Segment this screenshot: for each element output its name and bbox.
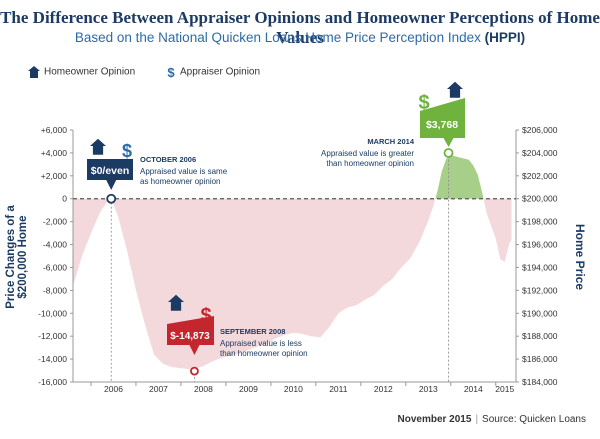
x-tick-label: 2011 <box>329 384 348 394</box>
subtitle-text: Based on the National Quicken Loans Home… <box>74 30 481 45</box>
house-icon <box>168 294 184 311</box>
house-icon <box>447 81 463 98</box>
y-tick-label-right: $204,000 <box>522 148 558 158</box>
footer-source: Source: Quicken Loans <box>482 414 586 425</box>
y-tick-label-left: +4,000 <box>41 148 68 158</box>
legend-homeowner: Homeowner Opinion <box>28 66 135 78</box>
dollar-icon: $ <box>167 65 175 80</box>
y-tick-label-left: 0 <box>62 194 67 204</box>
x-tick-label: 2006 <box>104 384 123 394</box>
annotation-line2-oct2006: as homeowner opinion <box>140 177 221 186</box>
highlight-marker-sep2008 <box>190 366 199 376</box>
x-tick-label: 2014 <box>464 384 483 394</box>
highlight-marker-oct2006 <box>106 193 117 204</box>
dollar-icon: $ <box>122 141 132 161</box>
footer: November 2015 | Source: Quicken Loans <box>398 414 587 425</box>
x-tick-label: 2009 <box>239 384 258 394</box>
y-tick-label-left: -12,000 <box>38 331 67 341</box>
dollar-icon: $ <box>200 305 211 327</box>
annotation-line2-sep2008: than homeowner opinion <box>220 349 308 358</box>
svg-text:$: $ <box>167 66 175 78</box>
y-axis-label-left: Price Changes of a $200,000 Home <box>5 205 29 309</box>
y-tick-label-left: +2,000 <box>41 171 68 181</box>
annotation-line2-mar2014: than homeowner opinion <box>326 159 414 168</box>
y-tick-label-left: -6,000 <box>43 262 67 272</box>
y-tick-label-right: $184,000 <box>522 377 558 387</box>
annotation-line1-sep2008: Appraised value is less <box>220 339 302 348</box>
y-tick-label-right: $192,000 <box>522 285 558 295</box>
annotation-line1-mar2014: Appraised value is greater <box>321 149 414 158</box>
area-positive <box>73 155 512 199</box>
legend-homeowner-label: Homeowner Opinion <box>44 66 136 78</box>
x-tick-label: 2007 <box>149 384 168 394</box>
chart-title: The Difference Between Appraiser Opinion… <box>0 8 600 47</box>
y-axis-label-right: Home Price <box>573 223 587 291</box>
y-tick-label-right: $196,000 <box>522 240 558 250</box>
callout-value-sep2008: $-14,873 <box>170 331 210 342</box>
y-tick-label-right: $198,000 <box>522 217 558 227</box>
callout-box-oct2006 <box>87 159 133 180</box>
footer-date: November 2015 <box>397 414 472 425</box>
legend-appraiser: $ Appraiser Opinion <box>166 65 261 80</box>
x-tick-label: 2008 <box>194 384 213 394</box>
y-tick-label-right: $206,000 <box>522 125 558 135</box>
annotation-heading-sep2008: SEPTEMBER 2008 <box>220 327 285 336</box>
annotation-heading-mar2014: MARCH 2014 <box>367 137 415 146</box>
annotation-line1-oct2006: Appraised value is same <box>140 167 228 176</box>
y-tick-label-right: $202,000 <box>522 171 558 181</box>
annotation-heading-oct2006: OCTOBER 2006 <box>140 155 196 164</box>
callout-box-mar2014 <box>420 98 465 138</box>
x-tick-label: 2010 <box>284 384 303 394</box>
y-tick-label-left: +6,000 <box>41 125 68 135</box>
callout-box-sep2008 <box>167 316 214 345</box>
x-tick-label: 2012 <box>374 384 393 394</box>
x-tick-label: 2013 <box>419 384 438 394</box>
y-tick-label-left: -2,000 <box>43 217 67 227</box>
y-tick-label-left: -8,000 <box>43 285 67 295</box>
house-icon <box>90 138 106 155</box>
house-icon <box>28 66 40 78</box>
y-tick-label-right: $194,000 <box>522 262 558 272</box>
callout-pointer-mar2014 <box>443 138 454 147</box>
y-tick-label-right: $190,000 <box>522 308 558 318</box>
callout-pointer-sep2008 <box>189 345 200 355</box>
y-tick-label-right: $186,000 <box>522 354 558 364</box>
callout-value-oct2006: $0/even <box>91 165 130 177</box>
callout-pointer-oct2006 <box>106 180 117 190</box>
chart-subtitle: Based on the National Quicken Loans Home… <box>0 30 600 45</box>
legend-appraiser-label: Appraiser Opinion <box>180 66 261 78</box>
footer-separator: | <box>475 414 479 425</box>
y-tick-label-left: -10,000 <box>38 308 67 318</box>
y-tick-label-right: $200,000 <box>522 194 558 204</box>
subtitle-bold: (HPPI) <box>484 30 526 45</box>
highlight-marker-mar2014 <box>443 148 454 158</box>
y-tick-label-left: -16,000 <box>38 377 67 387</box>
y-tick-label-left: -14,000 <box>38 354 67 364</box>
y-tick-label-left: -4,000 <box>43 240 67 250</box>
x-tick-label: 2015 <box>495 384 514 394</box>
y-tick-label-right: $188,000 <box>522 331 558 341</box>
dollar-icon: $ <box>418 92 429 114</box>
callout-value-mar2014: $3,768 <box>426 119 458 131</box>
